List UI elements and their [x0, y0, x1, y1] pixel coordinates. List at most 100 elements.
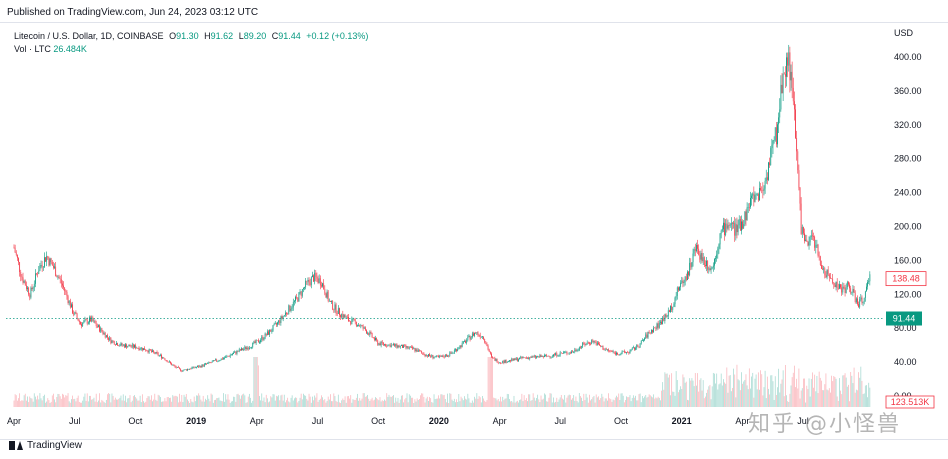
candle-body	[118, 345, 120, 347]
candle-body	[123, 344, 125, 348]
volume-bar	[806, 385, 808, 407]
candle-body	[144, 348, 146, 351]
candle-body	[242, 348, 243, 351]
volume-bar	[542, 398, 544, 407]
candle-body	[694, 248, 696, 252]
volume-bar	[799, 398, 801, 407]
volume-bar	[761, 374, 763, 407]
candle-body	[325, 293, 327, 298]
candle-body	[316, 276, 318, 279]
volume-bar	[751, 376, 752, 407]
tradingview-footer[interactable]: TradingView	[9, 440, 82, 451]
candle-body	[298, 292, 300, 302]
volume-bar	[848, 384, 849, 407]
volume-bar	[769, 394, 771, 407]
candle-body	[667, 310, 669, 317]
volume-bar	[789, 393, 791, 407]
candle-body	[429, 354, 430, 356]
volume-bar	[655, 397, 657, 407]
volume-bar	[321, 395, 322, 407]
volume-bar	[469, 402, 471, 407]
candle-body	[432, 355, 434, 359]
candle-body	[91, 317, 93, 322]
change-value: +0.12 (+0.13%)	[306, 31, 369, 41]
volume-bar	[622, 395, 624, 407]
volume-bar	[59, 396, 61, 407]
volume-bar	[127, 398, 129, 407]
volume-bar	[646, 397, 648, 407]
candle-body	[287, 313, 289, 315]
candle-body	[462, 341, 464, 343]
volume-bar	[53, 393, 54, 407]
volume-bar	[344, 396, 346, 407]
volume-bar	[355, 397, 357, 407]
volume-bar	[279, 400, 281, 407]
candle-body	[354, 319, 356, 322]
candle-body	[831, 278, 832, 280]
volume-bar	[826, 389, 828, 407]
candle-body	[718, 244, 720, 249]
candle-body	[189, 368, 191, 370]
candle-body	[419, 349, 420, 351]
candle-body	[174, 365, 176, 367]
candle-body	[82, 322, 84, 327]
volume-bar	[601, 393, 603, 407]
volume-bar	[402, 395, 403, 407]
volume-bar	[453, 398, 455, 407]
volume-bar	[259, 396, 260, 407]
volume-bar	[30, 398, 32, 407]
y-tick-label: 80.00	[894, 323, 917, 333]
candle-body	[730, 223, 732, 225]
volume-bar	[733, 368, 734, 407]
volume-bar	[478, 396, 480, 407]
volume-bar	[784, 365, 786, 407]
candle-body	[846, 282, 848, 288]
candle-body	[447, 355, 448, 357]
volume-bar	[192, 402, 194, 407]
candle-body	[782, 73, 784, 94]
volume-bar	[485, 401, 487, 407]
candle-body	[611, 351, 613, 352]
candle-body	[457, 349, 459, 352]
candle-body	[351, 318, 353, 325]
candle-body	[864, 291, 866, 298]
candle-body	[461, 342, 463, 348]
volume-bar	[610, 399, 612, 407]
volume-bar	[152, 401, 153, 407]
candle-body	[644, 338, 646, 341]
volume-bar	[93, 397, 95, 407]
volume-bar	[792, 372, 794, 407]
volume-bar	[586, 397, 588, 407]
volume-bar	[447, 393, 448, 407]
candle-body	[605, 349, 607, 351]
volume-bar	[563, 399, 564, 407]
volume-bar	[625, 400, 626, 407]
candle-body	[440, 356, 442, 357]
candle-body	[209, 362, 211, 363]
candle-body	[187, 369, 188, 371]
volume-bar	[709, 384, 711, 407]
volume-bar	[183, 394, 185, 407]
volume-bar	[530, 400, 532, 407]
candle-body	[732, 223, 733, 224]
volume-bar	[738, 380, 740, 407]
candle-body	[654, 327, 656, 329]
volume-bar	[416, 398, 418, 407]
candle-body	[738, 218, 740, 226]
candle-body	[262, 336, 264, 340]
candle-body	[126, 344, 128, 348]
volume-bar	[626, 396, 627, 407]
volume-bar	[491, 357, 492, 407]
candle-body	[581, 346, 582, 348]
candle-body	[24, 281, 26, 286]
volume-bar	[468, 398, 470, 407]
volume-bar	[324, 399, 326, 407]
candle-body	[546, 355, 548, 357]
volume-bar	[386, 393, 388, 407]
volume-bar	[725, 383, 727, 407]
volume-bar	[288, 401, 290, 407]
candle-body	[608, 349, 609, 351]
candle-body	[72, 304, 73, 314]
candle-body	[197, 366, 198, 368]
